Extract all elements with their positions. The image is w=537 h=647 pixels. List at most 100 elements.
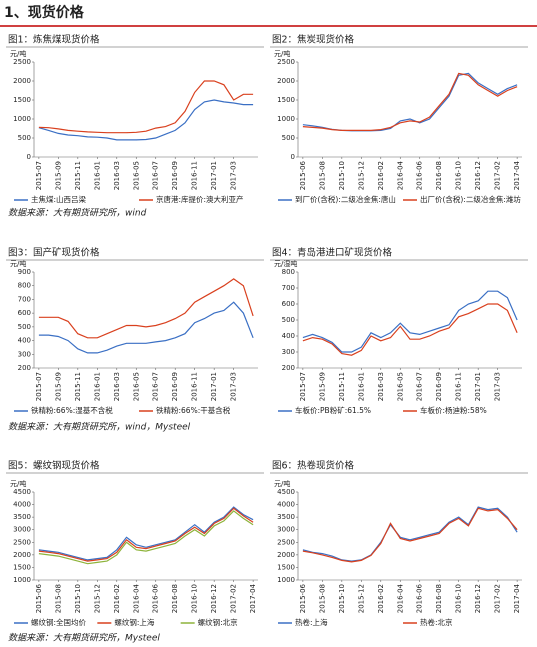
x-tick-label: 2015-06 xyxy=(299,160,307,190)
x-tick-label: 2016-03 xyxy=(113,372,121,401)
x-tick-label: 2016-11 xyxy=(455,372,463,401)
legend-label: 京唐港:库提价:澳大利亚产 xyxy=(156,194,244,204)
legend-label: 铁精粉:66%:干基含税 xyxy=(156,405,231,415)
y-tick-label: 2000 xyxy=(13,77,31,85)
x-tick-label: 2015-12 xyxy=(93,584,101,613)
series-line xyxy=(302,72,518,132)
series-line xyxy=(38,99,254,141)
y-tick-label: 2500 xyxy=(277,58,295,66)
x-tick-label: 2016-10 xyxy=(455,161,463,190)
series-line xyxy=(38,510,254,565)
x-tick-label: 2016-02 xyxy=(377,161,385,190)
series-line xyxy=(302,290,518,353)
x-tick-label: 2015-09 xyxy=(54,372,62,401)
series-line xyxy=(302,507,518,563)
x-tick-label: 2015-09 xyxy=(318,372,326,401)
source: 数据来源：大有期货研究所，Mysteel xyxy=(8,633,160,644)
x-tick-label: 2016-09 xyxy=(171,161,179,190)
y-tick-label: 800 xyxy=(18,282,31,290)
y-tick-label: 400 xyxy=(282,332,295,340)
legend-label: 热卷:上海 xyxy=(295,617,328,627)
x-tick-label: 2017-01 xyxy=(474,372,482,401)
chart-title: 图5：螺纹钢现货价格 xyxy=(8,460,100,472)
x-tick-label: 2015-10 xyxy=(338,161,346,190)
y-tick-label: 0 xyxy=(27,153,31,161)
x-tick-label: 2015-07 xyxy=(35,161,43,190)
y-tick-label: 300 xyxy=(282,348,295,356)
x-tick-label: 2016-01 xyxy=(93,372,101,401)
x-tick-label: 2016-12 xyxy=(210,584,218,613)
x-tick-label: 2017-02 xyxy=(494,161,502,190)
legend-label: 到厂价(含税):二级冶金焦:唐山 xyxy=(295,194,396,204)
x-tick-label: 2017-03 xyxy=(230,372,238,401)
y-tick-label: 500 xyxy=(282,134,295,142)
x-tick-label: 2017-03 xyxy=(230,161,238,190)
x-tick-label: 2015-11 xyxy=(338,372,346,401)
x-tick-label: 2016-07 xyxy=(152,161,160,190)
y-tick-label: 2500 xyxy=(13,538,31,546)
series-line xyxy=(38,80,254,134)
x-tick-label: 2017-01 xyxy=(210,372,218,401)
chart-title: 图6：热卷现货价格 xyxy=(272,460,355,472)
y-tick-label: 4500 xyxy=(277,488,295,496)
chart-title: 图4：青岛港进口矿现货价格 xyxy=(272,247,393,259)
chart-title: 图1：炼焦煤现货价格 xyxy=(8,34,100,46)
chart-title: 图2：焦炭现货价格 xyxy=(272,34,355,46)
y-tick-label: 500 xyxy=(18,134,31,142)
x-tick-label: 2015-08 xyxy=(318,161,326,190)
source: 数据来源：大有期货研究所，wind xyxy=(8,208,147,219)
x-tick-label: 2015-07 xyxy=(35,372,43,401)
y-tick-label: 700 xyxy=(18,295,31,303)
y-tick-label: 2500 xyxy=(277,538,295,546)
y-tick-label: 2500 xyxy=(13,58,31,66)
legend-label: 热卷:北京 xyxy=(420,617,453,627)
x-tick-label: 2017-04 xyxy=(513,160,521,190)
y-tick-label: 3500 xyxy=(13,513,31,521)
x-tick-label: 2016-04 xyxy=(132,583,140,613)
x-tick-label: 2016-05 xyxy=(132,372,140,401)
x-tick-label: 2017-03 xyxy=(494,372,502,401)
y-tick-label: 1000 xyxy=(277,576,295,584)
x-tick-label: 2015-06 xyxy=(299,583,307,613)
y-tick-label: 0 xyxy=(291,153,295,161)
x-tick-label: 2016-08 xyxy=(171,584,179,613)
series-line xyxy=(38,301,254,354)
series-line xyxy=(302,72,518,131)
y-tick-label: 3000 xyxy=(277,526,295,534)
y-tick-label: 500 xyxy=(282,316,295,324)
y-tick-label: 2000 xyxy=(277,551,295,559)
y-axis-label: 元/吨 xyxy=(10,49,26,58)
section-title: 1、现货价格 xyxy=(4,4,85,21)
x-tick-label: 2015-10 xyxy=(338,584,346,613)
x-tick-label: 2015-11 xyxy=(74,161,82,190)
x-tick-label: 2015-07 xyxy=(299,372,307,401)
y-tick-label: 300 xyxy=(18,350,31,358)
x-tick-label: 2016-12 xyxy=(474,584,482,613)
x-tick-label: 2016-05 xyxy=(132,161,140,190)
legend-label: 铁精粉:66%:湿基不含税 xyxy=(31,405,113,415)
y-tick-label: 1000 xyxy=(277,115,295,123)
x-tick-label: 2016-08 xyxy=(435,584,443,613)
x-tick-label: 2016-06 xyxy=(416,160,424,190)
y-tick-label: 4500 xyxy=(13,488,31,496)
y-axis-label: 元/吨 xyxy=(274,479,290,488)
y-tick-label: 200 xyxy=(282,364,295,372)
y-tick-label: 700 xyxy=(282,284,295,292)
y-tick-label: 600 xyxy=(18,309,31,317)
x-tick-label: 2016-11 xyxy=(191,161,199,190)
y-tick-label: 1500 xyxy=(277,563,295,571)
x-tick-label: 2015-09 xyxy=(54,161,62,190)
x-tick-label: 2016-06 xyxy=(152,583,160,613)
legend-label: 车板价:PB粉矿:61.5% xyxy=(295,405,371,415)
y-tick-label: 1500 xyxy=(277,96,295,104)
x-tick-label: 2016-08 xyxy=(435,161,443,190)
x-tick-label: 2015-08 xyxy=(54,584,62,613)
x-tick-label: 2017-04 xyxy=(513,583,521,613)
legend-label: 螺纹钢:上海 xyxy=(114,617,155,627)
x-tick-label: 2016-06 xyxy=(416,583,424,613)
x-tick-label: 2017-02 xyxy=(230,584,238,613)
x-tick-label: 2016-04 xyxy=(396,583,404,613)
y-axis-label: 元/吨 xyxy=(10,259,26,268)
x-tick-label: 2016-12 xyxy=(474,161,482,190)
x-tick-label: 2016-03 xyxy=(113,161,121,190)
